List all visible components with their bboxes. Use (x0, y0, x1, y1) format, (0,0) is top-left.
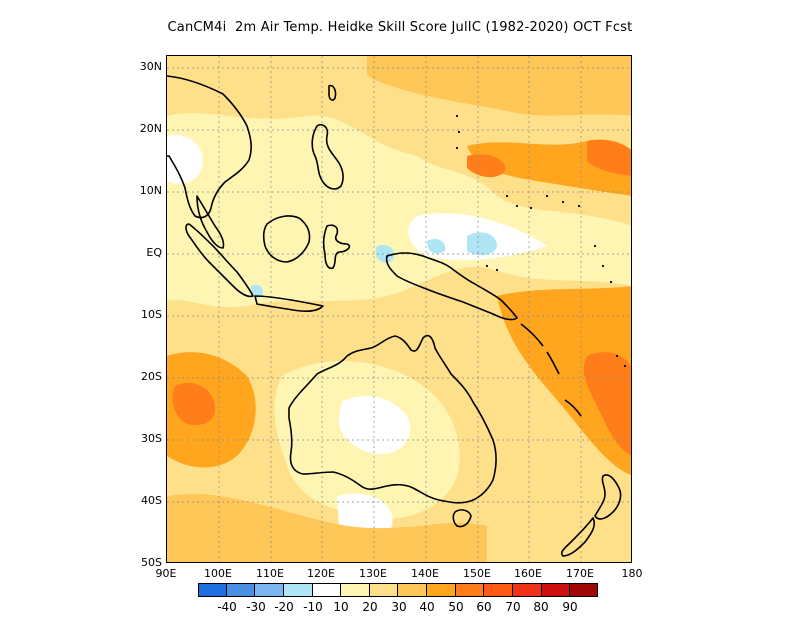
colorbar-label: -20 (274, 600, 294, 614)
colorbar-box (226, 583, 256, 597)
coastline-australia (288, 334, 497, 504)
colorbar-label: 10 (333, 600, 349, 614)
colorbar-label: 40 (419, 600, 435, 614)
colorbar-label: 60 (476, 600, 492, 614)
lat-label-eq: EQ (146, 246, 162, 259)
colorbar-box (255, 583, 284, 597)
colorbar-label: 30 (391, 600, 407, 614)
colorbar-box (484, 583, 514, 597)
coastline-tasmania (452, 509, 472, 528)
colorbar (198, 583, 598, 597)
lon-label-170e: 170E (566, 567, 594, 580)
field-red-spot-ne (587, 139, 631, 176)
coastline-pacific-islands (520, 323, 560, 375)
lon-label-110e: 110E (256, 567, 284, 580)
colorbar-box (570, 583, 598, 597)
lat-label-40s: 40S (141, 494, 162, 507)
lat-label-50s: 50S (141, 556, 162, 569)
colorbar-box (369, 583, 399, 597)
colorbar-box (198, 583, 227, 597)
coastline-new-caledonia (564, 399, 582, 417)
field-blue-spot-4 (251, 284, 263, 298)
colorbar-box (455, 583, 485, 597)
coastline-borneo (262, 215, 311, 263)
colorbar-box (283, 583, 313, 597)
coastline-mainland-asia (167, 75, 252, 219)
field-red-spot-w (172, 382, 216, 426)
colorbar-box (427, 583, 456, 597)
field-light-zone (167, 113, 631, 307)
colorbar-box (398, 583, 428, 597)
lon-label-180: 180 (621, 567, 643, 580)
lat-label-10s: 10S (141, 308, 162, 321)
coastline-java (254, 295, 324, 312)
lon-label-150e: 150E (463, 567, 491, 580)
field-red-spot-mid (467, 154, 506, 178)
colorbar-box (513, 583, 542, 597)
colorbar-box (541, 583, 571, 597)
skill-score-map (166, 55, 632, 563)
coastline-new-guinea (385, 252, 518, 321)
colorbar-label: 50 (448, 600, 464, 614)
field-orange-zone-se (497, 286, 631, 476)
coastline-philippines (311, 123, 344, 190)
lon-label-160e: 160E (514, 567, 542, 580)
colorbar-label: -30 (246, 600, 266, 614)
lat-label-30s: 30S (141, 432, 162, 445)
coastline-new-zealand-south (560, 517, 596, 557)
colorbar-label: 20 (362, 600, 378, 614)
coastlines (167, 75, 622, 557)
lat-label-20n: 20N (139, 122, 162, 135)
lat-label-10n: 10N (139, 184, 162, 197)
colorbar-box (341, 583, 370, 597)
colorbar-label: -40 (217, 600, 237, 614)
lon-label-100e: 100E (204, 567, 232, 580)
coastline-sumatra (185, 223, 254, 298)
field-blue-spot-3 (375, 245, 395, 263)
small-islands (455, 114, 627, 368)
coastline-new-zealand-north (594, 474, 622, 520)
lon-label-120e: 120E (307, 567, 335, 580)
field-blue-spot-1 (467, 232, 497, 256)
lat-label-20s: 20S (141, 370, 162, 383)
map-canvas (167, 56, 631, 562)
coastline-malay-peninsula (196, 195, 225, 249)
lon-label-140e: 140E (411, 567, 439, 580)
map-title: CanCM4i 2m Air Temp. Heidke Skill Score … (167, 20, 633, 35)
field-white-patch-3 (167, 135, 203, 184)
colorbar-label: 90 (562, 600, 578, 614)
lon-label-90e: 90E (155, 567, 177, 580)
colorbar-label: 80 (533, 600, 549, 614)
field-red-spot-e (583, 352, 631, 456)
lat-label-30n: 30N (139, 60, 162, 73)
field-white-patch (338, 396, 411, 455)
field-orange-zone-n (367, 56, 631, 116)
field-orange-zone-s (167, 493, 487, 562)
colorbar-label: 70 (505, 600, 521, 614)
coastline-taiwan (328, 84, 337, 101)
coastline-sulawesi (322, 224, 351, 270)
colorbar-box (312, 583, 342, 597)
colorbar-label: -10 (303, 600, 323, 614)
field-blue-spot-2 (427, 239, 446, 254)
lon-label-130e: 130E (359, 567, 387, 580)
